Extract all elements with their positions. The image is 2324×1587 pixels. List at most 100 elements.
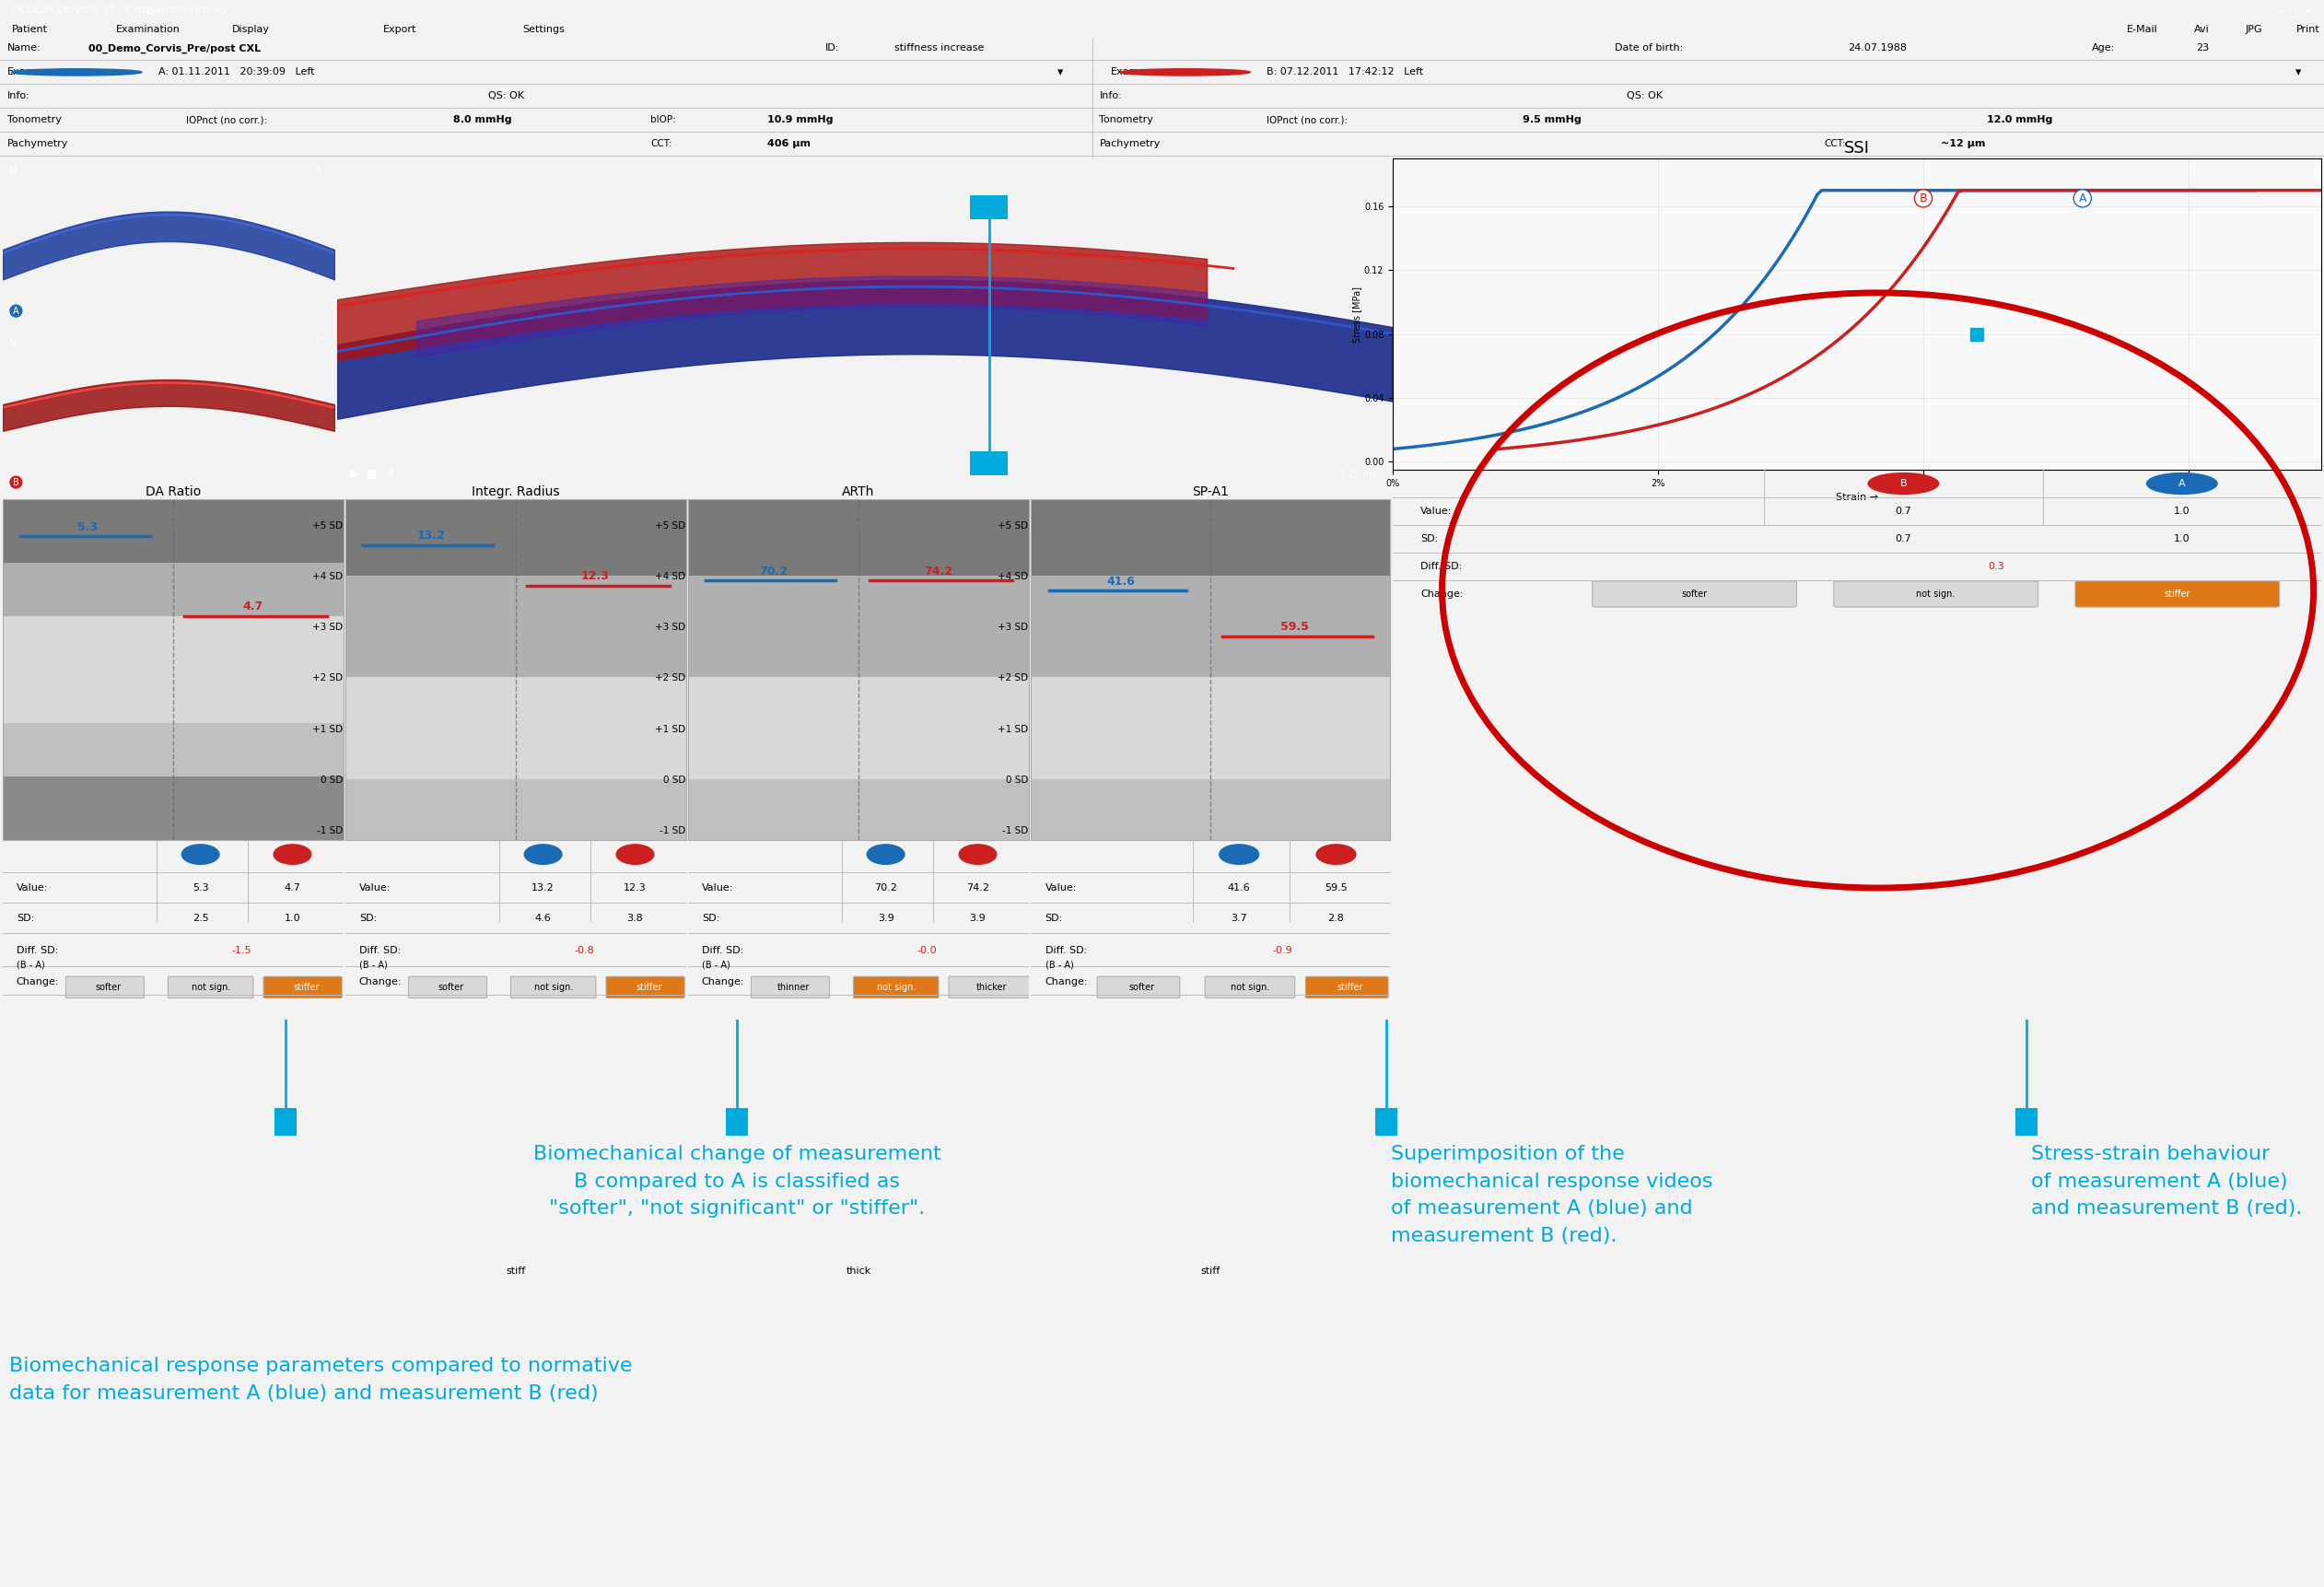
Text: 74.2: 74.2 bbox=[967, 882, 990, 892]
Text: 3.9: 3.9 bbox=[878, 914, 895, 922]
Text: Diff. SD:: Diff. SD: bbox=[1046, 946, 1088, 955]
Text: -0.0: -0.0 bbox=[916, 946, 937, 955]
Bar bbox=[688, 576, 1030, 678]
Text: 70.2: 70.2 bbox=[874, 882, 897, 892]
Text: B: B bbox=[14, 478, 19, 487]
Text: 3.9: 3.9 bbox=[969, 914, 985, 922]
FancyBboxPatch shape bbox=[853, 976, 939, 998]
Text: SD:: SD: bbox=[16, 914, 35, 922]
Text: 2.8: 2.8 bbox=[1327, 914, 1343, 922]
Text: ID:: ID: bbox=[825, 44, 839, 52]
Text: E-Mail: E-Mail bbox=[2126, 25, 2157, 33]
Text: 12.0 mmHg: 12.0 mmHg bbox=[1987, 116, 2052, 125]
Circle shape bbox=[274, 844, 311, 865]
Text: B: B bbox=[288, 849, 295, 859]
FancyBboxPatch shape bbox=[263, 976, 342, 998]
Text: 4.7: 4.7 bbox=[242, 601, 263, 613]
Text: 1.0: 1.0 bbox=[284, 914, 300, 922]
Text: 2.5: 2.5 bbox=[193, 914, 209, 922]
Text: (B - A): (B - A) bbox=[358, 960, 388, 970]
Text: stiffer: stiffer bbox=[2164, 589, 2192, 598]
Circle shape bbox=[1868, 473, 1938, 494]
FancyBboxPatch shape bbox=[607, 976, 686, 998]
Bar bbox=[1032, 779, 1390, 840]
Text: Diff. SD:: Diff. SD: bbox=[702, 946, 744, 955]
Circle shape bbox=[1220, 844, 1260, 865]
Text: Stress-strain behaviour
of measurement A (blue)
and measurement B (red).: Stress-strain behaviour of measurement A… bbox=[2031, 1144, 2303, 1217]
Text: 10.9 mmHg: 10.9 mmHg bbox=[767, 116, 832, 125]
Text: SD:: SD: bbox=[358, 914, 376, 922]
Text: Settings: Settings bbox=[523, 25, 565, 33]
Text: T: T bbox=[314, 167, 321, 176]
Text: CCT:: CCT: bbox=[1824, 140, 1845, 149]
Text: 13.2: 13.2 bbox=[416, 530, 444, 541]
Bar bbox=[2, 722, 344, 776]
Text: (B - A): (B - A) bbox=[702, 960, 730, 970]
Text: A: A bbox=[2178, 479, 2185, 489]
Text: Exam.:: Exam.: bbox=[7, 68, 42, 76]
Text: Diff. SD:: Diff. SD: bbox=[358, 946, 400, 955]
Bar bbox=[969, 452, 1009, 476]
Title: Integr. Radius: Integr. Radius bbox=[472, 486, 560, 498]
Text: 8.0 mmHg: 8.0 mmHg bbox=[453, 116, 511, 125]
Bar bbox=[2, 563, 344, 616]
Text: stiffer: stiffer bbox=[293, 982, 318, 992]
Text: thick: thick bbox=[846, 1266, 872, 1276]
Text: Print: Print bbox=[2296, 25, 2319, 33]
Bar bbox=[688, 678, 1030, 779]
Title: SP-A1: SP-A1 bbox=[1192, 486, 1229, 498]
Text: softer: softer bbox=[95, 982, 121, 992]
Text: not sign.: not sign. bbox=[1229, 982, 1269, 992]
FancyBboxPatch shape bbox=[751, 976, 830, 998]
Text: stiffer: stiffer bbox=[1336, 982, 1364, 992]
Text: B: 07.12.2011   17:42:12   Left: B: 07.12.2011 17:42:12 Left bbox=[1267, 68, 1422, 76]
Text: 0.7: 0.7 bbox=[1896, 535, 1913, 543]
Bar bbox=[2, 616, 344, 722]
FancyBboxPatch shape bbox=[1204, 976, 1294, 998]
Text: QS: OK: QS: OK bbox=[1627, 92, 1662, 100]
Text: (B - A): (B - A) bbox=[1046, 960, 1074, 970]
Bar bbox=[2, 500, 344, 563]
Circle shape bbox=[181, 844, 218, 865]
Text: softer: softer bbox=[1683, 589, 1708, 598]
Text: Change:: Change: bbox=[16, 978, 58, 987]
X-axis label: Strain →: Strain → bbox=[1836, 494, 1878, 501]
Bar bbox=[1032, 576, 1390, 678]
Text: ▶  ■  ↺: ▶ ■ ↺ bbox=[351, 467, 393, 479]
Text: Change:: Change: bbox=[1046, 978, 1088, 987]
Text: not sign.: not sign. bbox=[1917, 589, 1954, 598]
FancyBboxPatch shape bbox=[948, 976, 1034, 998]
Text: 59.5: 59.5 bbox=[1325, 882, 1348, 892]
Bar bbox=[2015, 1108, 2038, 1136]
Text: IOPnct (no corr.):: IOPnct (no corr.): bbox=[186, 116, 267, 125]
Bar bbox=[688, 779, 1030, 840]
Text: 5.3: 5.3 bbox=[77, 521, 98, 533]
Text: 3.8: 3.8 bbox=[627, 914, 644, 922]
Text: 4.7: 4.7 bbox=[284, 882, 300, 892]
Text: A: A bbox=[198, 849, 205, 859]
Text: Info:: Info: bbox=[1099, 92, 1122, 100]
Text: Pachymetry: Pachymetry bbox=[1099, 140, 1160, 149]
Text: B: B bbox=[1332, 849, 1339, 859]
Text: 4.6: 4.6 bbox=[535, 914, 551, 922]
Text: 12.3: 12.3 bbox=[581, 570, 609, 582]
Text: B: B bbox=[1901, 479, 1908, 489]
Text: Pachymetry: Pachymetry bbox=[7, 140, 67, 149]
Text: N: N bbox=[9, 338, 16, 348]
Text: ─  □  ✕: ─ □ ✕ bbox=[2275, 5, 2312, 14]
Text: Value:: Value: bbox=[1046, 882, 1076, 892]
Text: SD:: SD: bbox=[1420, 535, 1439, 543]
Text: 406 μm: 406 μm bbox=[767, 140, 811, 149]
Circle shape bbox=[960, 844, 997, 865]
Text: Change:: Change: bbox=[358, 978, 402, 987]
Text: B: B bbox=[632, 849, 639, 859]
Text: QS: OK: QS: OK bbox=[488, 92, 523, 100]
Text: Tonometry: Tonometry bbox=[1099, 116, 1153, 125]
Text: Patient: Patient bbox=[12, 25, 46, 33]
Bar bbox=[1032, 500, 1390, 576]
Text: stiff: stiff bbox=[1202, 1266, 1220, 1276]
Text: Age:: Age: bbox=[2092, 44, 2115, 52]
Text: Tonometry: Tonometry bbox=[7, 116, 60, 125]
Text: not sign.: not sign. bbox=[876, 982, 916, 992]
Text: -0.9: -0.9 bbox=[1271, 946, 1292, 955]
